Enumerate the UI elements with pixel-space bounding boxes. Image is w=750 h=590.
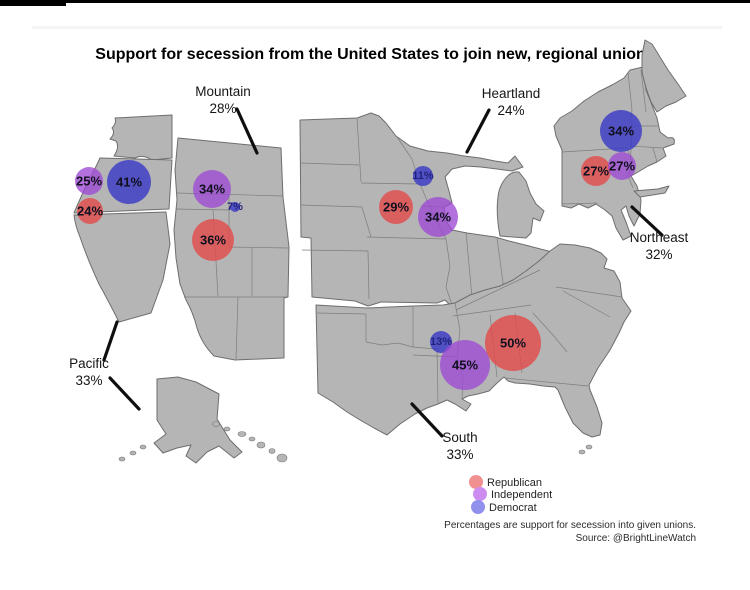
legend-swatch-republican <box>469 475 483 489</box>
top-border-bar <box>0 0 750 3</box>
state-alaska <box>153 376 243 464</box>
region-name-label: Mountain <box>195 84 251 99</box>
region-name-label: Pacific <box>69 356 109 371</box>
region-name-label: Northeast <box>630 230 689 245</box>
bubble-value-label: 36% <box>200 233 226 248</box>
bubble-pacific-republican <box>77 198 103 224</box>
florida-keys <box>585 444 593 450</box>
long-island <box>633 185 670 198</box>
pointer-line-heartland <box>465 108 491 154</box>
region-support-label: 32% <box>645 247 672 262</box>
state-hawaii <box>212 421 288 463</box>
bubble-mountain-republican <box>192 219 234 261</box>
bubble-heartland-independent <box>418 197 458 237</box>
state-washington <box>109 114 173 161</box>
bubbles-layer: 25%24%41% 34%7%36%11%29%34%34%27% 27%50%13… <box>75 110 642 390</box>
pointer-line-pacific <box>102 320 119 362</box>
bubble-northeast-independent <box>608 152 636 180</box>
pointer-line-mountain <box>235 107 259 155</box>
caption: Percentages are support for secession in… <box>444 519 696 545</box>
bubble-value-label: 45% <box>452 358 478 373</box>
region-support-label: 33% <box>75 373 102 388</box>
bubble-pacific-democrat <box>107 160 151 204</box>
bubble-mountain-independent <box>193 170 231 208</box>
region-labels-layer: Pacific 33% Mountain 28% Heartland 24% Northea… <box>69 84 688 462</box>
region-bubbles-northeast: 34% 27% 27% <box>581 110 642 186</box>
bubble-value-label: 34% <box>199 182 225 197</box>
legend-label-democrat: Democrat <box>489 502 537 514</box>
region-name-label: Heartland <box>482 86 541 101</box>
region-bubbles-south: 50% 13%45% <box>430 315 541 390</box>
region-label-northeast: Northeast 32% <box>630 230 689 262</box>
region-label-south: South 33% <box>442 430 477 462</box>
bubble-heartland-democrat <box>413 166 433 186</box>
bubble-heartland-republican <box>379 190 413 224</box>
caption-note: Percentages are support for secession in… <box>444 520 696 531</box>
bubble-pacific-independent <box>75 167 103 195</box>
chart-title: Support for secession from the United St… <box>95 46 655 63</box>
top-border-bar-left <box>0 0 66 6</box>
pointer-line-northeast <box>630 205 664 237</box>
state-michigan-mitten <box>496 171 545 239</box>
region-name-label: South <box>442 430 477 445</box>
legend-item-independent: Independent <box>473 487 552 501</box>
bubble-value-label: 34% <box>608 124 634 139</box>
bubble-value-label: 11% <box>412 170 434 182</box>
state-maine <box>641 39 687 113</box>
legend-swatch-democrat <box>471 500 485 514</box>
bubble-value-label: 7% <box>227 201 243 213</box>
region-support-label: 28% <box>209 101 236 116</box>
aleutian-island <box>129 450 137 456</box>
bubble-mountain-democrat <box>230 202 240 212</box>
bubble-value-label: 24% <box>77 204 103 219</box>
bubble-value-label: 27% <box>609 159 635 174</box>
legend-swatch-independent <box>473 487 487 501</box>
faint-divider-bar <box>32 26 722 29</box>
aleutian-island <box>118 456 126 462</box>
state-california <box>73 211 171 323</box>
aleutian-island <box>139 444 147 450</box>
bubble-value-label: 50% <box>500 336 526 351</box>
pointer-lines-layer <box>102 107 664 438</box>
region-bubbles-pacific: 25% 24% 41% <box>75 160 151 224</box>
bubble-south-independent <box>440 340 490 390</box>
region-label-heartland: Heartland 24% <box>482 86 541 118</box>
bubble-value-label: 27% <box>583 164 609 179</box>
florida-keys <box>578 449 586 455</box>
bubble-south-republican <box>485 315 541 371</box>
bubble-value-label: 34% <box>425 210 451 225</box>
bubble-northeast-democrat <box>600 110 642 152</box>
region-bubbles-heartland: 11% 29% 34% <box>379 166 458 237</box>
pointer-line-pacific <box>108 376 141 411</box>
legend-item-democrat: Democrat <box>471 500 537 514</box>
region-label-mountain: Mountain 28% <box>195 84 251 116</box>
bubble-northeast-republican <box>581 156 611 186</box>
bubble-value-label: 25% <box>76 174 102 189</box>
bubble-value-label: 29% <box>383 200 409 215</box>
legend-item-republican: Republican <box>469 475 542 489</box>
bubble-value-label: 41% <box>116 175 142 190</box>
region-support-label: 33% <box>446 447 473 462</box>
legend-label-independent: Independent <box>491 489 552 501</box>
caption-source: Source: @BrightLineWatch <box>575 533 696 544</box>
bubble-south-democrat <box>430 331 452 353</box>
region-support-label: 24% <box>497 103 524 118</box>
region-northeast-shape <box>553 39 687 241</box>
pointer-line-south <box>410 402 444 438</box>
region-label-pacific: Pacific 33% <box>69 356 109 388</box>
bubble-value-label: 13% <box>430 336 452 348</box>
region-bubbles-mountain: 34%7% 36% <box>192 170 243 261</box>
legend-label-republican: Republican <box>487 477 542 489</box>
